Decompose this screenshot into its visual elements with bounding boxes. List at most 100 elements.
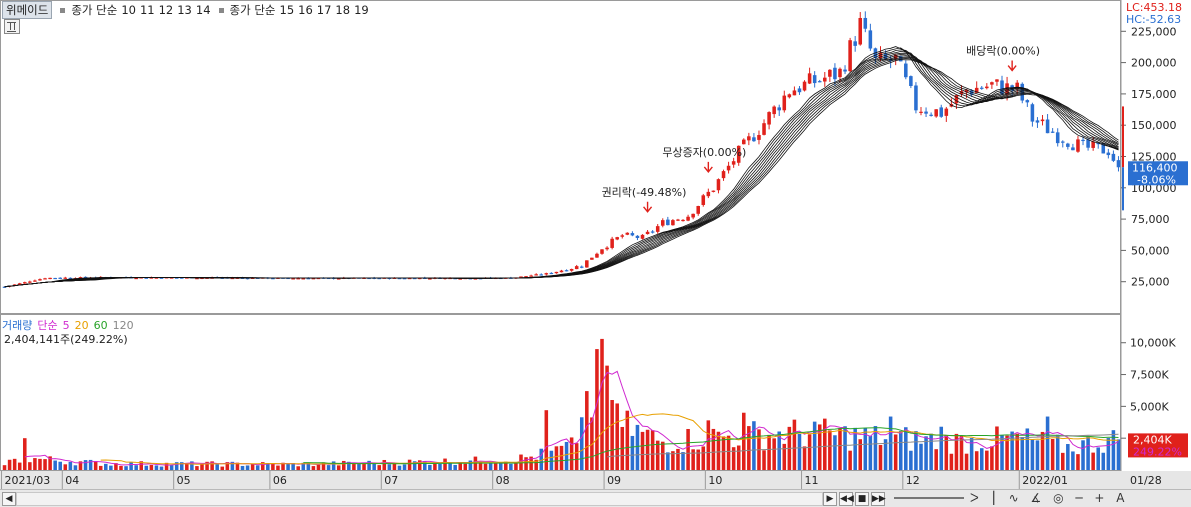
volume-bar xyxy=(134,465,138,470)
volume-bar xyxy=(590,417,594,470)
volume-bar xyxy=(914,431,918,470)
volume-bar xyxy=(742,412,746,470)
candle-body xyxy=(412,277,417,280)
volume-bar xyxy=(1015,433,1019,470)
play-icon[interactable]: ▶▶ xyxy=(871,492,886,506)
volume-bar xyxy=(554,446,559,470)
last-ratio-label: 249.22% xyxy=(1133,445,1182,458)
volume-bar xyxy=(438,463,442,470)
scroll-right-icon[interactable]: ▶ xyxy=(823,492,837,506)
event-arrow-icon xyxy=(703,161,713,174)
table-view-icon[interactable] xyxy=(4,19,20,34)
candle-body xyxy=(630,233,635,236)
candle-body xyxy=(539,274,544,276)
volume-bar xyxy=(671,451,675,470)
candle-body xyxy=(291,278,295,280)
bottom-toolbar: ◀ ▶ ◀◀ ■ ▶▶ ᐳ ⎮ ∿ ∡ ◎ ─ + A xyxy=(0,489,1191,507)
zoom-slider[interactable] xyxy=(894,497,964,499)
volume-bar xyxy=(260,462,265,470)
candle-body xyxy=(169,277,174,279)
volume-bar xyxy=(392,462,397,470)
date-label: 05 xyxy=(177,474,191,487)
hc-value: HC:-52.63 xyxy=(1126,13,1182,26)
ma-line-19 xyxy=(4,59,1119,288)
volume-bar xyxy=(605,365,609,470)
volume-bar xyxy=(1066,444,1070,470)
candle-body xyxy=(797,88,802,93)
candle-body xyxy=(1106,152,1111,156)
candle-body xyxy=(681,219,685,222)
volume-bar xyxy=(17,462,22,470)
price-tick-label: 175,000 xyxy=(1131,88,1177,101)
volume-ma-60: 60 xyxy=(93,319,108,332)
candle-body xyxy=(660,220,665,226)
candle-body xyxy=(1045,119,1050,134)
candle-body xyxy=(904,63,908,78)
stock-name[interactable]: 위메이드 xyxy=(2,1,53,19)
price-tick-label: 25,000 xyxy=(1131,276,1170,289)
volume-bar xyxy=(296,466,300,470)
scroll-left-icon[interactable]: ◀ xyxy=(2,492,16,506)
volume-bar xyxy=(73,465,78,470)
volume-bar xyxy=(458,462,463,470)
candle-body xyxy=(711,190,716,192)
volume-bar xyxy=(1040,431,1045,470)
volume-ma-5: 5 xyxy=(62,319,70,332)
volume-bar xyxy=(58,461,63,470)
candle-body xyxy=(909,76,913,87)
volume-bar xyxy=(463,463,468,470)
candle-body xyxy=(149,277,154,279)
volume-bar xyxy=(655,440,660,470)
volume-bar xyxy=(205,461,209,470)
candle-body xyxy=(1005,83,1009,95)
last-change-label: -8.06% xyxy=(1137,173,1176,186)
candle-body xyxy=(1086,139,1090,148)
candle-body xyxy=(417,277,422,280)
stop-icon[interactable]: ■ xyxy=(855,492,869,506)
volume-bar xyxy=(701,446,706,470)
volume-bar xyxy=(873,426,878,470)
candle-body xyxy=(144,277,149,279)
date-label: 08 xyxy=(496,474,510,487)
volume-bar xyxy=(995,426,999,470)
candle-body xyxy=(590,257,594,260)
rewind-icon[interactable]: ◀◀ xyxy=(839,492,854,506)
volume-bar xyxy=(544,410,549,470)
candle-body xyxy=(726,165,731,171)
volume-bar xyxy=(509,463,513,470)
candle-body xyxy=(792,90,797,96)
volume-bar xyxy=(504,461,508,470)
candle-body xyxy=(650,231,655,233)
volume-bar xyxy=(417,460,422,470)
volume-bar xyxy=(898,430,903,470)
lc-value: LC:453.18 xyxy=(1126,1,1183,14)
candle-body xyxy=(838,68,842,78)
ma-period-12: 12 xyxy=(158,3,174,17)
candle-body xyxy=(544,273,549,275)
volume-bar xyxy=(306,462,311,470)
candle-body xyxy=(691,213,695,218)
volume-bar xyxy=(610,400,614,470)
candle-body xyxy=(23,282,27,284)
candle-body xyxy=(595,253,599,258)
candle-body xyxy=(919,111,923,113)
volume-bar xyxy=(904,427,908,470)
volume-bar xyxy=(179,462,184,470)
horizontal-scrollbar[interactable] xyxy=(16,492,823,506)
volume-bar xyxy=(53,460,57,470)
date-label: 10 xyxy=(708,474,722,487)
volume-ma-120: 120 xyxy=(112,319,134,332)
volume-ma-60 xyxy=(303,427,1119,465)
candle-body xyxy=(48,277,52,280)
candle-body xyxy=(990,82,994,85)
volume-bar xyxy=(721,436,726,470)
volume-bar xyxy=(266,463,270,470)
candle-body xyxy=(914,85,918,111)
volume-bar xyxy=(964,453,969,470)
ma-line-15 xyxy=(4,53,1119,288)
candle-body xyxy=(736,145,741,163)
candle-body xyxy=(63,277,68,279)
volume-bar xyxy=(215,464,219,470)
drawing-tools[interactable]: ᐳ ⎮ ∿ ∡ ◎ ─ + A xyxy=(970,491,1129,505)
